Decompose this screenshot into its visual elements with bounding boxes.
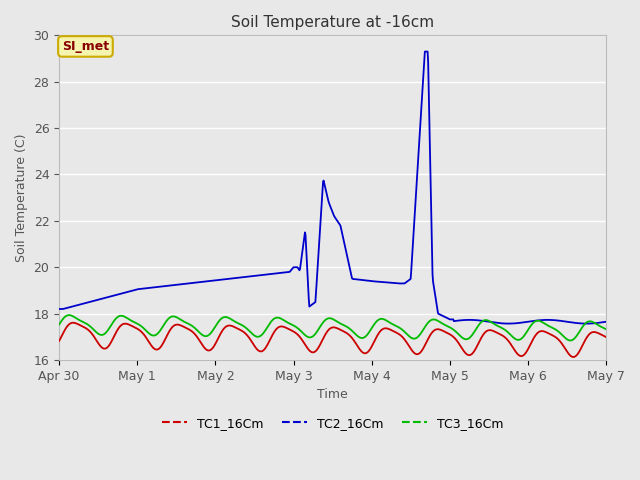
X-axis label: Time: Time bbox=[317, 388, 348, 401]
Title: Soil Temperature at -16cm: Soil Temperature at -16cm bbox=[231, 15, 434, 30]
Text: SI_met: SI_met bbox=[62, 40, 109, 53]
Legend: TC1_16Cm, TC2_16Cm, TC3_16Cm: TC1_16Cm, TC2_16Cm, TC3_16Cm bbox=[157, 412, 509, 435]
Y-axis label: Soil Temperature (C): Soil Temperature (C) bbox=[15, 133, 28, 262]
